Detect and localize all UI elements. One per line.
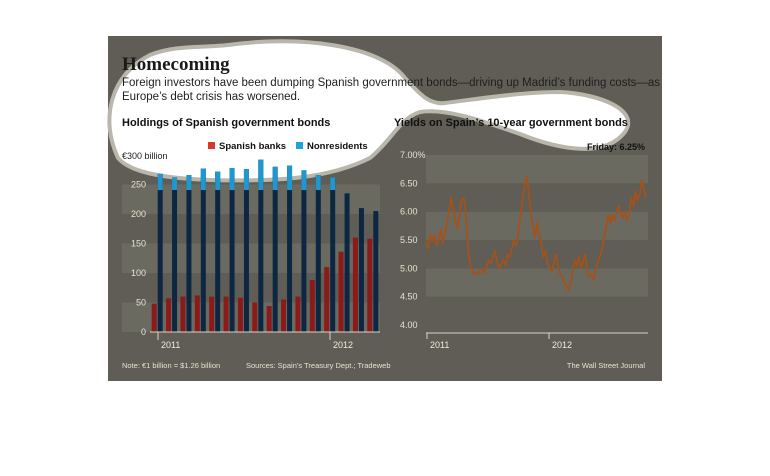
bar-spanish-banks (166, 298, 172, 332)
chart-subtitle-line2: Europe’s debt crisis has worsened. (122, 91, 300, 103)
legend-swatch-nonresidents (296, 142, 303, 149)
bar-nonresidents (373, 211, 379, 332)
holdings-x-tick-label: 2012 (333, 340, 353, 350)
bar-spanish-banks (194, 295, 200, 332)
yield-grid-band (426, 296, 648, 325)
footer-note: Note: €1 billion = $1.26 billion (122, 361, 220, 370)
holdings-grid-band (122, 184, 380, 214)
footer-credit: The Wall Street Journal (567, 361, 645, 370)
chart-bands (122, 155, 648, 332)
footer-sources: Sources: Spain’s Treasury Dept.; Tradewe… (246, 361, 391, 370)
yield-grid-band (426, 183, 648, 212)
yield-grid-band (426, 240, 648, 269)
bar-nonresidents (301, 170, 307, 332)
bar-nonresidents-highlight (258, 159, 264, 190)
bar-nonresidents (330, 177, 336, 332)
bar-nonresidents (157, 173, 163, 332)
yields-chart-title: Yields on Spain’s 10-year government bon… (394, 117, 628, 129)
yield-y-tick-label: 4.50 (400, 292, 418, 302)
holdings-y-tick-label: 0 (141, 327, 146, 337)
bar-nonresidents (358, 208, 364, 332)
bar-nonresidents (200, 168, 206, 332)
bar-nonresidents-highlight (229, 167, 235, 190)
bar-spanish-banks (324, 267, 330, 332)
holdings-x-tick-label: 2011 (161, 340, 180, 350)
bar-spanish-banks (281, 299, 287, 332)
bar-nonresidents (229, 167, 235, 332)
yield-line-plot (425, 175, 647, 292)
bar-spanish-banks (309, 280, 315, 332)
bar-spanish-banks (266, 306, 272, 332)
bar-nonresidents (287, 165, 293, 332)
bar-spanish-banks (151, 303, 157, 332)
holdings-grid-band (122, 243, 380, 273)
yield-grid-band (426, 268, 648, 297)
bar-nonresidents-highlight (272, 166, 278, 190)
yield-y-tick-label: 5.00 (400, 263, 418, 273)
chart-title: Homecoming (122, 54, 230, 75)
holdings-grid-band (122, 214, 380, 244)
chart-subtitle-line1: Foreign investors have been dumping Span… (122, 77, 660, 89)
bar-nonresidents (272, 166, 278, 332)
bar-nonresidents (186, 175, 192, 332)
yield-x-tick-label: 2011 (430, 340, 449, 350)
bar-nonresidents (315, 175, 321, 332)
bar-spanish-banks (367, 238, 373, 332)
bar-nonresidents-highlight (243, 169, 249, 190)
bar-nonresidents-highlight (330, 177, 336, 190)
bar-spanish-banks (180, 296, 186, 332)
bar-nonresidents-highlight (172, 177, 178, 190)
yield-y-tick-label: 6.00 (400, 207, 418, 217)
holdings-y-tick-label: 100 (131, 268, 146, 278)
holdings-y-tick-label: 50 (136, 298, 146, 308)
bar-spanish-banks (209, 296, 215, 332)
holdings-bars (151, 159, 379, 332)
white-overlay-shape (107, 39, 631, 183)
bar-spanish-banks (252, 302, 258, 332)
yield-y-tick-label: 7.00% (400, 150, 426, 160)
yield-y-tick-label: 4.00 (400, 320, 418, 330)
holdings-y-tick-label: 250 (131, 180, 146, 190)
holdings-y-tick-label: 150 (131, 239, 146, 249)
yield-y-tick-label: 6.50 (400, 178, 418, 188)
bar-nonresidents-highlight (186, 175, 192, 190)
legend-label-nonresidents: Nonresidents (307, 141, 368, 152)
bar-nonresidents-highlight (157, 173, 163, 190)
holdings-grid-band (122, 302, 380, 332)
bar-nonresidents (215, 171, 221, 332)
holdings-chart-title: Holdings of Spanish government bonds (122, 117, 330, 129)
bar-spanish-banks (295, 296, 301, 332)
yield-series-line (425, 175, 647, 292)
bar-nonresidents-highlight (287, 165, 293, 190)
bar-nonresidents (243, 169, 249, 332)
holdings-unit-label: €300 billion (122, 151, 168, 161)
chart-axes: 250 200 150 100 50 0 2011 2012 7.00% 6.50 6.00 5.50… (131, 150, 648, 350)
bar-spanish-banks (338, 251, 344, 332)
bar-spanish-banks (352, 237, 358, 332)
legend-swatch-spanish-banks (208, 142, 215, 149)
bar-nonresidents-highlight (200, 168, 206, 190)
bar-nonresidents-highlight (315, 175, 321, 190)
yield-grid-band (426, 155, 648, 184)
bar-nonresidents (344, 193, 350, 332)
legend-label-spanish-banks: Spanish banks (219, 141, 286, 152)
bar-nonresidents-highlight (215, 171, 221, 190)
yield-annotation: Friday: 6.25% (587, 142, 645, 152)
bar-spanish-banks (223, 296, 229, 332)
bar-nonresidents (258, 159, 264, 332)
yield-x-tick-label: 2012 (552, 340, 572, 350)
bar-nonresidents (172, 177, 178, 332)
bar-nonresidents-highlight (301, 170, 307, 190)
yield-y-tick-label: 5.50 (400, 235, 418, 245)
bar-spanish-banks (237, 297, 243, 332)
holdings-grid-band (122, 273, 380, 303)
holdings-y-tick-label: 200 (131, 209, 146, 219)
